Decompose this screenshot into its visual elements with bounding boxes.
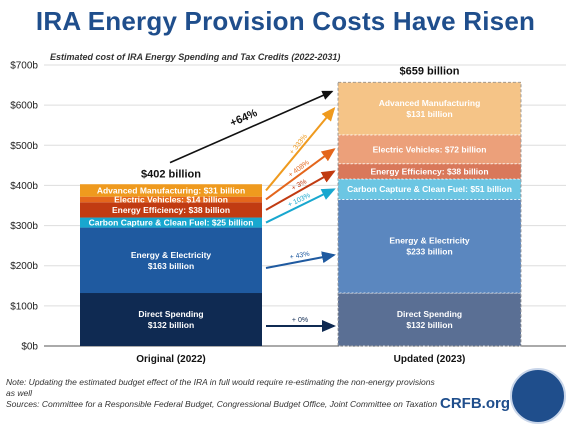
bar-segment-energy-electricity xyxy=(337,199,522,294)
segment-label: Electric Vehicles: $14 billion xyxy=(114,194,228,204)
change-arrow xyxy=(265,107,336,192)
segment-label: Advanced Manufacturing $131 billion xyxy=(379,98,481,119)
segment-label: Energy Efficiency: $38 billion xyxy=(112,205,230,215)
change-label: + 43% xyxy=(289,251,310,262)
change-arrows xyxy=(169,90,336,332)
bar-segment-energy-efficiency xyxy=(337,163,522,180)
footnote-note: Note: Updating the estimated budget effe… xyxy=(6,377,435,398)
footnote-sources: Sources: Committee for a Responsible Fed… xyxy=(6,399,438,409)
segment-label: Energy & Electricity $163 billion xyxy=(131,250,212,271)
y-tick-label: $600b xyxy=(10,101,38,112)
bar-segment-carbon-capture-clean-fuel xyxy=(80,217,262,228)
segment-label: Energy Efficiency: $38 billion xyxy=(370,166,488,176)
total-change-arrow xyxy=(169,90,334,164)
bar-total-label: $659 billion xyxy=(400,65,460,77)
y-tick-label: $0b xyxy=(21,342,38,353)
segment-label: Energy & Electricity $233 billion xyxy=(389,236,470,257)
change-arrow xyxy=(265,148,336,201)
bar-segment-energy-efficiency xyxy=(80,202,262,218)
bar-segment-direct-spending xyxy=(337,292,522,347)
bar-segment-electric-vehicles xyxy=(80,196,262,203)
updated-bar-outline xyxy=(337,81,522,347)
y-tick-label: $300b xyxy=(10,221,38,232)
footnote: Note: Updating the estimated budget effe… xyxy=(6,377,446,410)
segment-label: Carbon Capture & Clean Fuel: $51 billion xyxy=(347,184,512,194)
y-tick-label: $700b xyxy=(10,61,38,72)
x-category-label: Original (2022) xyxy=(136,354,205,365)
segment-label: Electric Vehicles: $72 billion xyxy=(373,144,487,154)
x-category-label: Updated (2023) xyxy=(394,354,466,365)
bar-total-label: $402 billion xyxy=(141,169,201,181)
segment-label: Direct Spending $132 billion xyxy=(397,309,462,330)
y-tick-label: $400b xyxy=(10,181,38,192)
crfb-logo-text: CRFB.org xyxy=(440,395,510,412)
bar-segment-energy-electricity xyxy=(80,227,262,294)
bar-segment-advanced-manufacturing xyxy=(337,81,522,136)
segment-label: Carbon Capture & Clean Fuel: $25 billion xyxy=(89,218,254,228)
bars xyxy=(80,81,522,347)
bar-segment-electric-vehicles xyxy=(337,134,522,165)
change-arrow xyxy=(265,170,336,211)
change-arrow xyxy=(265,188,336,224)
chart-subtitle: Estimated cost of IRA Energy Spending an… xyxy=(50,52,341,62)
change-label: + 333% xyxy=(289,133,310,156)
y-tick-label: $100b xyxy=(10,301,38,312)
change-arrow xyxy=(265,251,336,269)
change-label: + 0% xyxy=(292,317,308,324)
bar-segment-direct-spending xyxy=(80,293,262,346)
bar-segment-advanced-manufacturing xyxy=(80,184,262,197)
crfb-capitol-logo-icon xyxy=(510,368,566,424)
y-tick-label: $500b xyxy=(10,141,38,152)
segment-label: Direct Spending $132 billion xyxy=(138,309,203,330)
y-tick-label: $200b xyxy=(10,261,38,272)
segment-label: Advanced Manufacturing: $31 billion xyxy=(97,185,245,195)
chart-title: IRA Energy Provision Costs Have Risen xyxy=(35,6,536,36)
labels: Original (2022) $402 billion Updated (2023… xyxy=(89,65,512,365)
